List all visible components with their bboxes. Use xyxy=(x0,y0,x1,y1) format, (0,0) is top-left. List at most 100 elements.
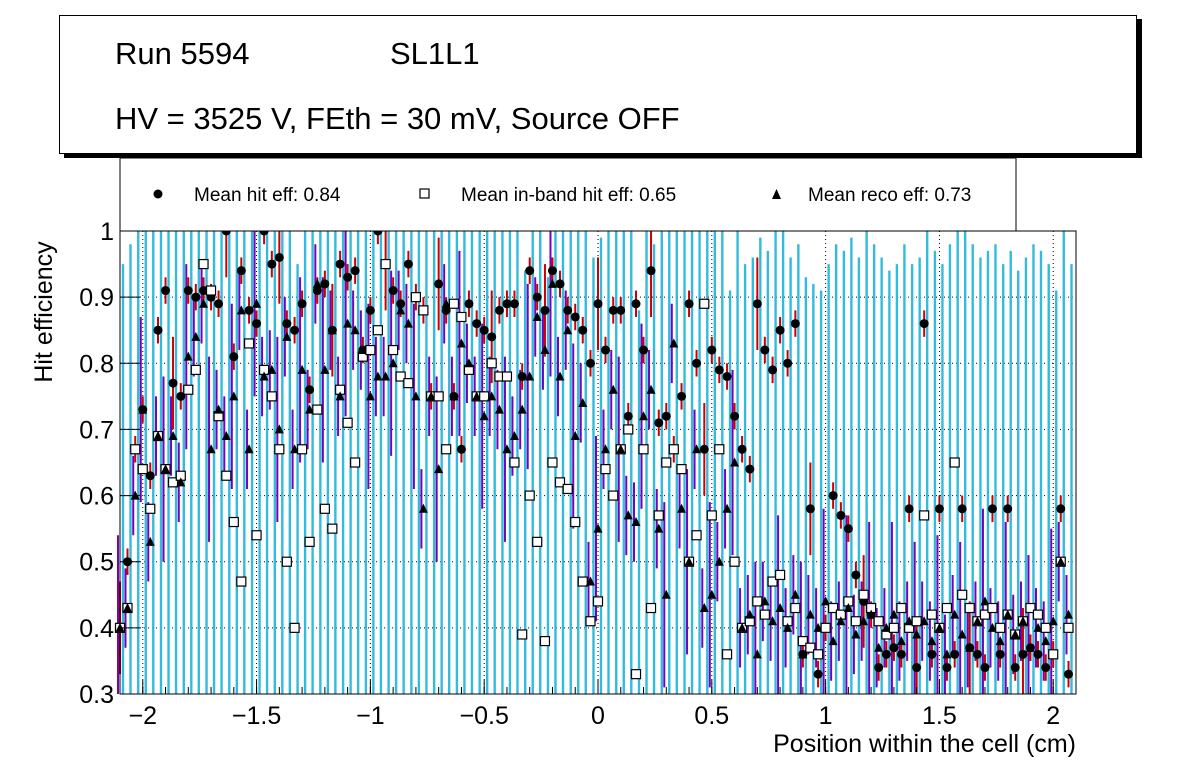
inband-eff-point xyxy=(600,464,611,475)
hit-eff-point xyxy=(1041,663,1051,673)
reco-eff-point xyxy=(502,444,512,454)
inband-eff-point xyxy=(554,477,566,488)
reco-eff-point xyxy=(456,338,466,348)
reco-eff-point xyxy=(138,404,148,414)
reco-eff-point xyxy=(1025,642,1035,652)
reco-eff-point xyxy=(494,404,504,414)
inband-eff-point xyxy=(365,344,376,356)
reco-eff-point xyxy=(540,345,550,355)
inband-eff-point xyxy=(167,477,179,488)
hit-eff-point xyxy=(1018,649,1028,659)
reco-eff-point xyxy=(517,404,527,414)
reco-eff-point xyxy=(168,431,178,441)
hit-eff-point xyxy=(813,669,823,679)
hit-eff-point xyxy=(752,299,762,309)
inband-eff-point xyxy=(1063,622,1074,633)
inband-eff-point xyxy=(774,569,786,581)
y-tick-label: 0.8 xyxy=(79,350,114,378)
reco-eff-point xyxy=(677,503,687,513)
reco-eff-point xyxy=(950,609,960,619)
hit-eff-point xyxy=(252,319,262,329)
hit-eff-point xyxy=(343,272,353,282)
reco-eff-point xyxy=(320,364,330,374)
hit-eff-point xyxy=(236,266,246,276)
inband-eff-point xyxy=(304,536,315,547)
inband-eff-point xyxy=(714,444,725,455)
reco-eff-point xyxy=(570,431,580,441)
x-tick-label: 1.5 xyxy=(922,702,957,730)
reco-eff-point xyxy=(972,616,982,626)
reco-eff-point xyxy=(828,636,838,646)
reco-eff-point xyxy=(145,536,155,546)
hit-eff-point xyxy=(919,319,929,329)
hit-eff-point xyxy=(472,319,482,329)
inband-eff-point xyxy=(888,622,900,633)
reco-eff-point xyxy=(206,444,216,454)
inband-eff-point xyxy=(456,311,467,323)
reco-eff-point xyxy=(153,431,163,441)
hit-eff-point xyxy=(1063,669,1073,679)
inband-eff-point xyxy=(1040,622,1051,633)
reco-eff-point xyxy=(1018,616,1028,626)
hit-eff-point xyxy=(889,643,899,653)
hit-eff-point xyxy=(1033,649,1043,659)
inband-eff-point xyxy=(873,616,884,627)
hit-eff-point xyxy=(950,649,960,659)
hit-eff-point xyxy=(1003,504,1013,514)
inband-eff-point xyxy=(721,649,733,660)
inband-eff-point xyxy=(562,483,573,495)
inband-eff-point xyxy=(236,576,247,587)
inband-eff-point xyxy=(539,635,551,647)
y-tick-label: 0.4 xyxy=(79,615,114,643)
reco-eff-point xyxy=(191,331,201,341)
reco-eff-point xyxy=(381,371,391,381)
hit-eff-point xyxy=(995,649,1005,659)
reco-eff-point xyxy=(987,622,997,632)
inband-eff-point xyxy=(137,464,148,475)
hit-eff-point xyxy=(282,319,292,329)
reco-eff-point xyxy=(896,636,906,646)
hit-eff-point xyxy=(805,504,815,514)
reco-eff-point xyxy=(244,444,254,454)
hit-eff-point xyxy=(441,305,451,315)
y-tick-label: 0.5 xyxy=(79,549,114,577)
reco-eff-point xyxy=(214,404,224,414)
reco-eff-point xyxy=(722,503,732,513)
inband-eff-point xyxy=(281,556,292,567)
reco-eff-point xyxy=(927,636,937,646)
reco-eff-point xyxy=(714,556,724,566)
inband-eff-point xyxy=(251,530,262,541)
hit-eff-point xyxy=(699,444,709,454)
inband-eff-point xyxy=(228,516,239,528)
hit-eff-point xyxy=(305,385,315,395)
inband-eff-point xyxy=(547,457,558,468)
reco-eff-point xyxy=(1048,616,1058,626)
inband-eff-point xyxy=(638,444,649,455)
inband-eff-point xyxy=(995,622,1006,633)
reco-eff-point xyxy=(752,649,762,659)
hit-eff-point xyxy=(783,358,793,368)
inband-eff-point xyxy=(813,649,824,660)
reco-eff-point xyxy=(472,391,482,401)
x-axis-title: Position within the cell (cm) xyxy=(773,730,1076,758)
inband-eff-point xyxy=(570,516,581,528)
hit-eff-point xyxy=(646,266,656,276)
reco-eff-point xyxy=(555,371,565,381)
reco-eff-point xyxy=(623,510,633,520)
legend-box xyxy=(119,157,1017,232)
hit-eff-point xyxy=(828,491,838,501)
hit-eff-point xyxy=(487,332,497,342)
inband-eff-point xyxy=(380,258,391,270)
inband-eff-point xyxy=(418,305,429,316)
hit-eff-point xyxy=(601,345,611,355)
reco-eff-point xyxy=(608,384,618,394)
reco-eff-point xyxy=(639,411,649,421)
inband-eff-point xyxy=(198,258,209,270)
hit-eff-point xyxy=(737,444,747,454)
inband-eff-point xyxy=(312,404,323,415)
x-tick-label: −1 xyxy=(356,702,385,730)
reco-eff-point xyxy=(821,596,831,606)
reco-eff-point xyxy=(547,278,557,288)
inband-eff-point xyxy=(410,292,422,303)
reco-eff-point xyxy=(1041,636,1051,646)
